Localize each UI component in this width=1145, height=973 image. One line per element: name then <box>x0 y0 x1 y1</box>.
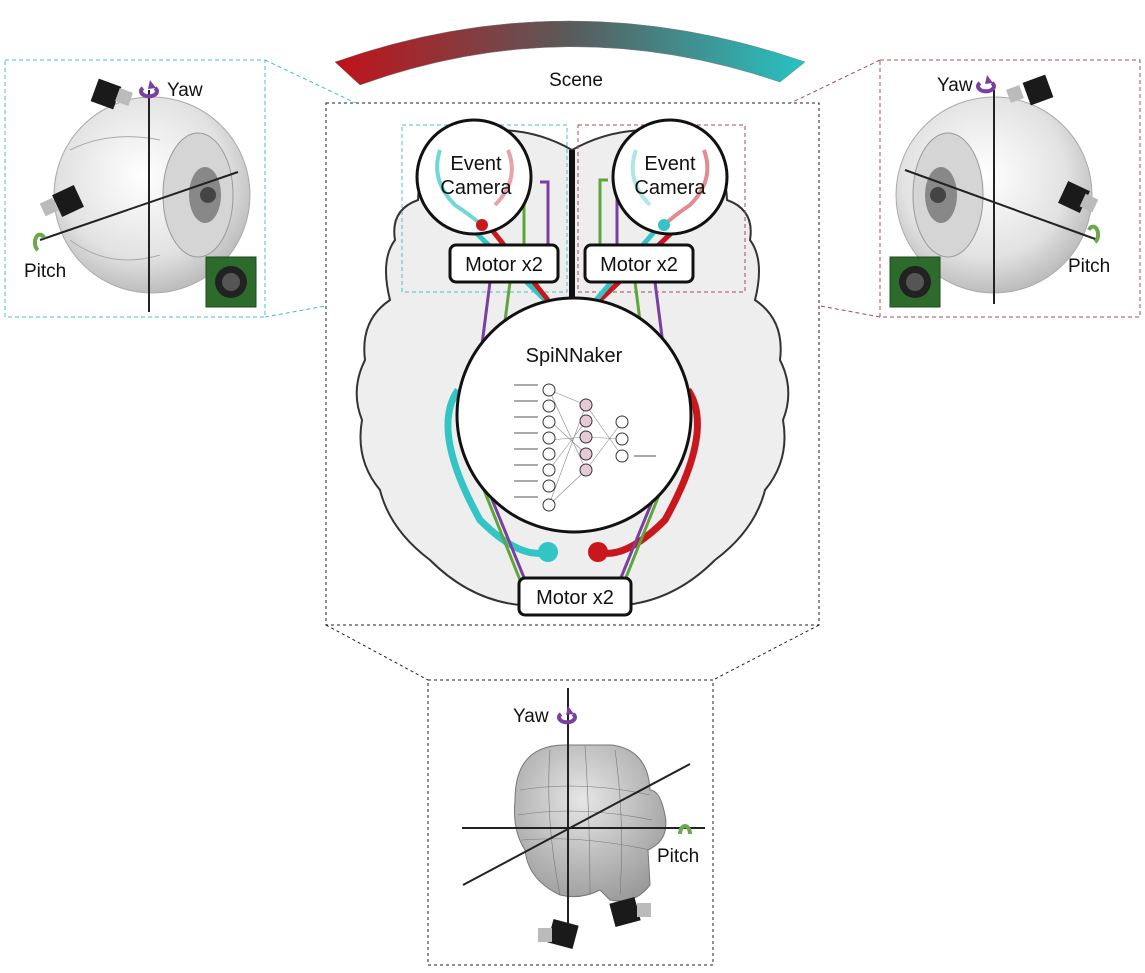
head-pitch-motor <box>538 919 579 949</box>
right-eye-pitch-label: Pitch <box>1068 256 1110 277</box>
head-yaw-icon <box>557 712 577 725</box>
left-event-camera-label-2: Camera <box>440 177 512 199</box>
right-eye-yaw-label: Yaw <box>937 75 973 96</box>
left-event-camera: Event Camera <box>415 118 533 236</box>
right-eye-pitch-motor <box>1058 181 1099 213</box>
left-eye-pitch-icon <box>32 232 46 252</box>
head-panel: Yaw Pitch <box>427 679 714 966</box>
left-eye-pitch-label: Pitch <box>24 261 66 282</box>
right-event-camera-label-1: Event <box>644 153 696 175</box>
spike-trains-icon <box>514 384 656 498</box>
right-eye-yaw-motor <box>1006 74 1054 106</box>
left-eye-yaw-motor <box>90 78 133 110</box>
brain-panel: Event Camera Event Camera Motor x2 Motor… <box>325 102 820 681</box>
head-yaw-motor <box>609 897 651 927</box>
head-yaw-label: Yaw <box>513 706 549 727</box>
left-motor-box: Motor x2 <box>448 243 560 284</box>
left-eye-yaw-label: Yaw <box>167 80 203 101</box>
left-event-camera-label-1: Event <box>450 153 502 175</box>
left-eye-pitch-motor <box>39 185 84 217</box>
right-event-camera-label-2: Camera <box>634 177 706 199</box>
left-eye-yaw-icon <box>139 86 159 99</box>
scene-label: Scene <box>549 70 603 91</box>
right-optic-node <box>588 542 608 562</box>
left-optic-node <box>538 542 558 562</box>
right-event-camera: Event Camera <box>611 118 729 236</box>
bottom-motor-label: Motor x2 <box>536 587 614 609</box>
head-pitch-label: Pitch <box>657 846 699 867</box>
right-motor-box: Motor x2 <box>583 243 695 284</box>
left-motor-label: Motor x2 <box>465 254 543 276</box>
spinnaker-label: SpiNNaker <box>526 345 623 367</box>
head-pitch-icon <box>678 824 692 835</box>
left-camera-board <box>205 256 257 308</box>
right-eye-panel: Yaw Pitch <box>744 59 1141 318</box>
spinnaker-processor: SpiNNaker <box>455 296 693 534</box>
right-eye-pitch-icon <box>1087 224 1101 244</box>
scene-arc <box>334 20 806 86</box>
right-motor-label: Motor x2 <box>600 254 678 276</box>
neural-network-icon <box>542 383 629 512</box>
right-camera-board <box>889 256 941 308</box>
bottom-motor-box: Motor x2 <box>517 576 633 617</box>
head-model <box>514 744 667 902</box>
right-eye-yaw-icon <box>976 81 996 94</box>
left-eye-panel: Yaw Pitch <box>4 59 403 318</box>
